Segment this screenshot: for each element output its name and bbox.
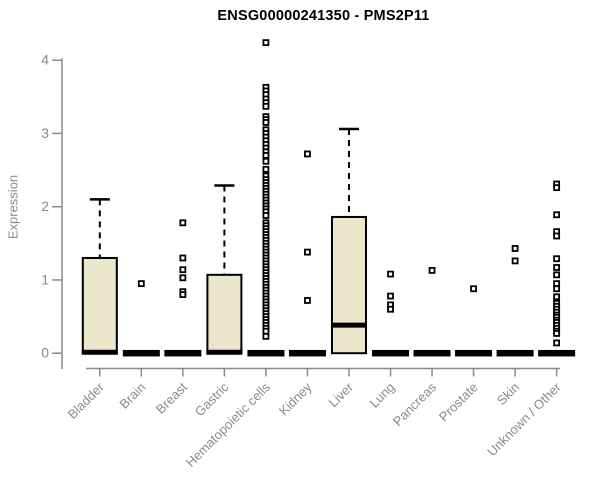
flat-box-breast (164, 349, 202, 357)
outlier-point (553, 293, 561, 301)
outlier-point (304, 297, 311, 304)
outlier-point (553, 271, 561, 279)
outlier-point (553, 285, 561, 293)
x-category-label: Bladder (65, 379, 108, 422)
flat-box-unknown-other (538, 349, 576, 357)
outlier-point (179, 254, 187, 262)
outlier-point (511, 257, 519, 265)
outlier-point (137, 280, 145, 288)
y-tick-label: 1 (41, 271, 49, 287)
outlier-point (553, 255, 561, 263)
y-tick-label: 4 (41, 52, 49, 68)
outlier-point (179, 291, 187, 299)
x-category-label: Liver (326, 379, 357, 410)
outlier-point (262, 39, 270, 47)
outlier-point (553, 184, 561, 192)
outlier-point (262, 332, 270, 340)
x-category-label: Brain (116, 380, 148, 412)
y-axis-label: Expression (5, 174, 21, 240)
outlier-point (304, 150, 311, 158)
outlier-point (387, 270, 394, 278)
x-category-label: Gastric (192, 379, 232, 419)
flat-box-skin (496, 349, 534, 357)
outlier-point (387, 305, 394, 313)
box-bladder (81, 256, 118, 355)
outlier-point (262, 102, 270, 110)
x-category-label: Lung (367, 380, 398, 411)
outlier-point (553, 211, 561, 219)
outlier-point (553, 232, 561, 240)
outlier-point (553, 339, 561, 347)
flat-box-hematopoietic-cells (247, 349, 285, 357)
outlier-point (179, 219, 187, 227)
outlier-point (179, 274, 187, 282)
outlier-point (511, 245, 519, 252)
outlier-point (262, 157, 270, 165)
outlier-point (470, 285, 477, 293)
outlier-point (428, 267, 436, 274)
outlier-point (553, 264, 561, 271)
y-tick-label: 0 (41, 345, 49, 361)
flat-box-prostate (455, 349, 493, 357)
outlier-point (262, 212, 270, 219)
x-category-label: Unknown / Other (484, 379, 564, 459)
outlier-point (304, 248, 311, 256)
y-tick-label: 3 (41, 125, 49, 141)
box-liver (330, 215, 367, 355)
outlier-point (387, 292, 394, 300)
box-gastric (206, 273, 243, 355)
flat-box-pancreas (413, 349, 451, 357)
outlier-point (553, 330, 561, 337)
x-category-label: Kidney (276, 379, 315, 418)
x-category-label: Prostate (436, 380, 481, 425)
flat-box-lung (372, 349, 410, 357)
x-category-label: Pancreas (390, 379, 440, 429)
y-tick-label: 2 (41, 198, 49, 214)
x-category-label: Skin (494, 380, 522, 408)
outlier-point (262, 165, 270, 173)
chart-title: ENSG00000241350 - PMS2P11 (217, 8, 430, 24)
x-category-label: Breast (153, 379, 190, 416)
flat-box-kidney (288, 349, 326, 357)
flat-box-brain (122, 349, 160, 357)
outlier-point (262, 152, 270, 159)
outlier-point (262, 119, 270, 126)
outlier-point (179, 266, 187, 274)
